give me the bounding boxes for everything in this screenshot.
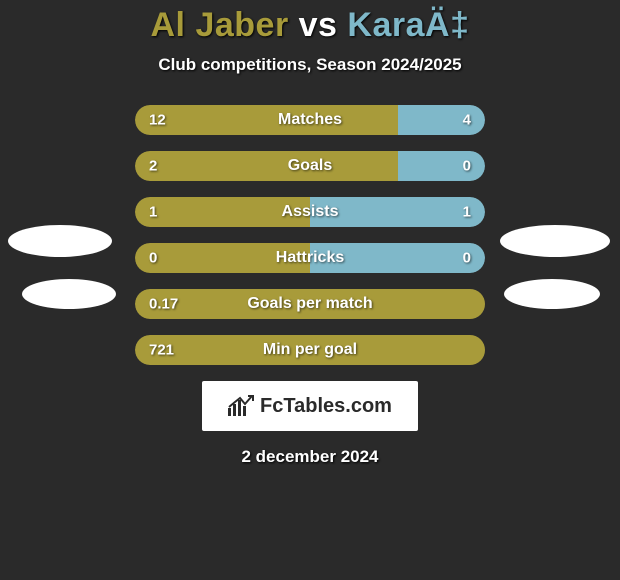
date-text: 2 december 2024 (0, 447, 620, 467)
player-right-name: KaraÄ‡ (347, 6, 469, 44)
stat-row: 0 Hattricks 0 (135, 243, 485, 273)
stats-area: 12 Matches 4 2 Goals 0 1 Assists 1 0 Hat… (0, 105, 620, 365)
stat-bar-right (398, 105, 486, 135)
comparison-infographic: Al Jaber vs KaraÄ‡ Club competitions, Se… (0, 0, 620, 467)
stat-row: 1 Assists 1 (135, 197, 485, 227)
fctables-logo-icon (228, 396, 254, 416)
player-left-name: Al Jaber (151, 6, 289, 44)
stat-row: 12 Matches 4 (135, 105, 485, 135)
stat-value-left: 2 (149, 158, 157, 175)
decorative-ellipse (22, 279, 116, 309)
stat-value-left: 1 (149, 204, 157, 221)
stat-label: Goals per match (247, 295, 372, 313)
stat-bar-left (135, 151, 398, 181)
stat-value-right: 1 (463, 204, 471, 221)
stat-label: Matches (278, 111, 342, 129)
stat-value-right: 4 (463, 112, 471, 129)
stat-row: 721 Min per goal (135, 335, 485, 365)
stat-bar-right (398, 151, 486, 181)
stat-value-right: 0 (463, 250, 471, 267)
stat-label: Hattricks (276, 249, 344, 267)
stat-value-right: 0 (463, 158, 471, 175)
stat-value-left: 721 (149, 342, 174, 359)
branding-badge: FcTables.com (202, 381, 418, 431)
stat-row: 2 Goals 0 (135, 151, 485, 181)
subtitle: Club competitions, Season 2024/2025 (0, 55, 620, 75)
stat-bar-left (135, 105, 398, 135)
stat-value-left: 12 (149, 112, 166, 129)
stat-label: Min per goal (263, 341, 357, 359)
stat-row: 0.17 Goals per match (135, 289, 485, 319)
stat-value-left: 0.17 (149, 296, 178, 313)
decorative-ellipse (504, 279, 600, 309)
decorative-ellipse (8, 225, 112, 257)
stat-label: Assists (282, 203, 339, 221)
vs-separator: vs (289, 6, 348, 44)
stat-label: Goals (288, 157, 332, 175)
decorative-ellipse (500, 225, 610, 257)
page-title: Al Jaber vs KaraÄ‡ (0, 6, 620, 45)
stat-value-left: 0 (149, 250, 157, 267)
branding-text: FcTables.com (260, 395, 392, 418)
